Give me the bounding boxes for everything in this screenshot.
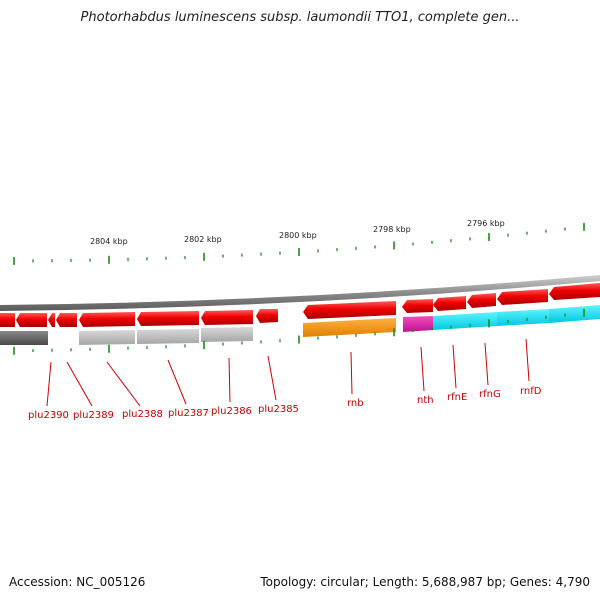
gene-label[interactable]: plu2389 bbox=[73, 410, 114, 421]
ruler-ticks-bottom bbox=[13, 308, 585, 355]
function-block[interactable] bbox=[433, 312, 497, 330]
gene-arrow[interactable] bbox=[256, 309, 278, 323]
leader-line bbox=[420, 346, 425, 392]
gene-label[interactable]: rfnG bbox=[479, 389, 501, 400]
leader-line bbox=[350, 351, 353, 395]
gene-track bbox=[0, 283, 600, 327]
genome-backbone bbox=[0, 275, 600, 311]
leader-line bbox=[46, 361, 52, 407]
ruler-label: 2796 kbp bbox=[467, 219, 505, 228]
genome-summary: Topology: circular; Length: 5,688,987 bp… bbox=[260, 575, 590, 589]
gene-arrow[interactable] bbox=[16, 313, 47, 327]
gene-arrow[interactable] bbox=[201, 310, 253, 325]
map-title: Photorhabdus luminescens subsp. laumondi… bbox=[80, 10, 520, 25]
gene-label[interactable]: rnfD bbox=[520, 386, 542, 397]
accession-text: Accession: NC_005126 bbox=[9, 575, 146, 589]
function-block[interactable] bbox=[0, 331, 48, 345]
gene-arrow[interactable] bbox=[467, 293, 496, 308]
leader-line bbox=[525, 338, 530, 382]
gene-label[interactable]: plu2386 bbox=[211, 406, 252, 417]
leader-line bbox=[228, 357, 231, 403]
function-block[interactable] bbox=[201, 327, 253, 342]
function-track bbox=[0, 305, 600, 345]
ruler-ticks-top bbox=[13, 222, 585, 265]
gene-arrow[interactable] bbox=[79, 312, 135, 327]
leader-line bbox=[452, 344, 457, 389]
function-block[interactable] bbox=[403, 316, 433, 332]
gene-label[interactable]: rnb bbox=[347, 398, 364, 409]
gene-arrow[interactable] bbox=[137, 311, 199, 326]
gene-label[interactable]: plu2385 bbox=[258, 404, 299, 415]
leader-line bbox=[167, 359, 187, 405]
function-block[interactable] bbox=[79, 330, 135, 345]
gene-label[interactable]: rfnE bbox=[447, 392, 467, 403]
gene-arrow[interactable] bbox=[433, 296, 466, 311]
gene-arrow[interactable] bbox=[0, 313, 15, 327]
gene-arrow[interactable] bbox=[402, 299, 433, 313]
label-leaders bbox=[46, 338, 530, 407]
gene-arrow[interactable] bbox=[303, 301, 396, 319]
function-block[interactable] bbox=[303, 318, 396, 337]
gene-arrow[interactable] bbox=[497, 289, 548, 305]
gene-labels: plu2390 plu2389 plu2388 plu2387 plu2386 … bbox=[28, 386, 542, 421]
ruler-labels: 2804 kbp 2802 kbp 2800 kbp 2798 kbp 2796… bbox=[90, 219, 505, 246]
function-block[interactable] bbox=[549, 305, 600, 323]
gene-label[interactable]: plu2390 bbox=[28, 410, 69, 421]
gene-arrow[interactable] bbox=[56, 313, 77, 327]
ruler-label: 2804 kbp bbox=[90, 237, 128, 246]
leader-line bbox=[66, 361, 93, 407]
gene-label[interactable]: plu2388 bbox=[122, 409, 163, 420]
ruler-label: 2798 kbp bbox=[373, 225, 411, 234]
leader-line bbox=[484, 342, 489, 386]
leader-line bbox=[267, 355, 277, 401]
function-block[interactable] bbox=[497, 309, 549, 326]
gene-label[interactable]: nth bbox=[417, 395, 434, 406]
gene-arrow[interactable] bbox=[549, 283, 600, 300]
ruler-label: 2802 kbp bbox=[184, 235, 222, 244]
gene-arrow[interactable] bbox=[48, 313, 55, 327]
function-block[interactable] bbox=[137, 329, 199, 344]
ruler-label: 2800 kbp bbox=[279, 231, 317, 240]
gene-label[interactable]: plu2387 bbox=[168, 408, 209, 419]
leader-line bbox=[106, 361, 141, 407]
